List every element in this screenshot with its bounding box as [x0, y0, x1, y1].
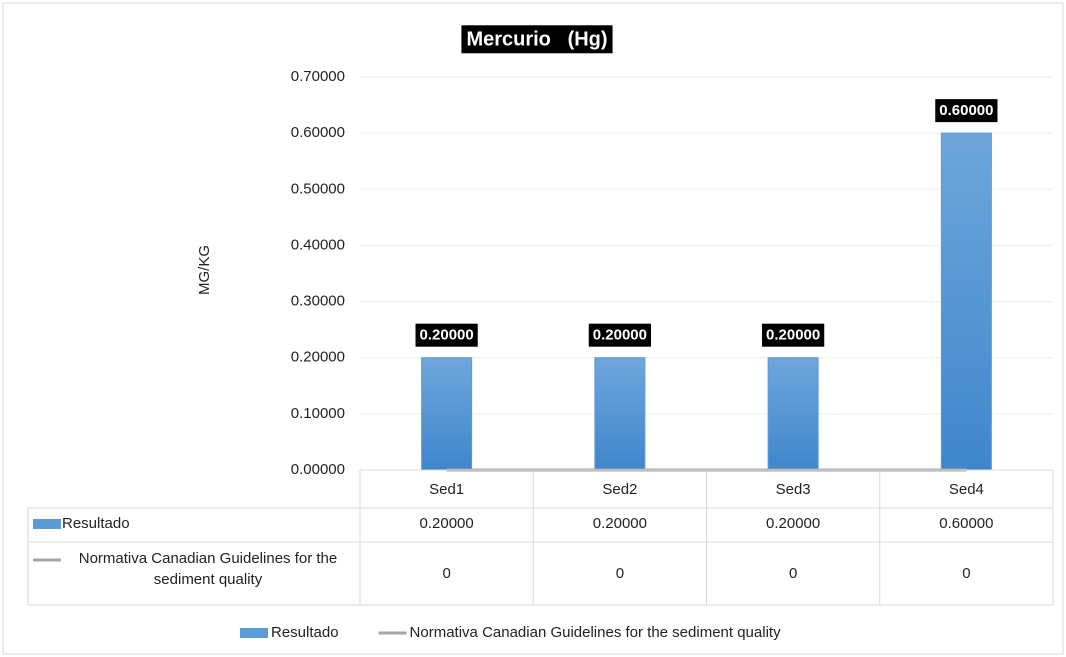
- table-row-label: Resultado: [62, 515, 130, 532]
- chart-title: Mercurio (Hg): [466, 28, 607, 50]
- y-axis-label: MG/KG: [196, 245, 213, 295]
- data-label-box: [762, 323, 825, 347]
- table-cell: 0: [442, 565, 450, 582]
- data-label: 0.20000: [593, 327, 647, 344]
- data-label-box: [415, 323, 478, 347]
- y-tick-label: 0.50000: [291, 180, 345, 197]
- bar: [421, 357, 473, 471]
- table-cell: 0: [616, 565, 624, 582]
- table-cell: 0: [962, 565, 970, 582]
- x-tick-label: Sed1: [429, 481, 464, 498]
- y-tick-label: 0.00000: [291, 461, 345, 478]
- y-tick-label: 0.30000: [291, 293, 345, 310]
- data-label: 0.60000: [939, 102, 993, 119]
- y-tick-label: 0.60000: [291, 124, 345, 141]
- table-cell: 0.20000: [766, 515, 820, 532]
- table-cell: 0.20000: [420, 515, 474, 532]
- bar: [767, 357, 819, 471]
- y-tick-label: 0.20000: [291, 349, 345, 366]
- x-tick-label: Sed2: [602, 481, 637, 498]
- table-row-label: Normativa Canadian Guidelines for the se…: [78, 550, 338, 588]
- table-cell: 0: [789, 565, 797, 582]
- title-box: [461, 25, 613, 54]
- legend-swatch: [33, 519, 61, 529]
- data-label: 0.20000: [420, 327, 474, 344]
- bar: [594, 357, 646, 471]
- y-tick-label: 0.70000: [291, 68, 345, 85]
- y-tick-label: 0.40000: [291, 236, 345, 253]
- table-cell: 0.20000: [593, 515, 647, 532]
- bar: [940, 132, 992, 471]
- data-label: 0.20000: [766, 327, 820, 344]
- legend-swatch: [240, 628, 268, 638]
- legend-label: Resultado: [271, 624, 339, 641]
- data-label-box: [588, 323, 651, 347]
- table-cell: 0.60000: [939, 515, 993, 532]
- data-label-box: [935, 99, 998, 123]
- x-tick-label: Sed4: [949, 481, 984, 498]
- y-tick-label: 0.10000: [291, 405, 345, 422]
- legend-label: Normativa Canadian Guidelines for the se…: [410, 624, 782, 641]
- table-row-label-box: Normativa Canadian Guidelines for the se…: [78, 550, 338, 588]
- x-tick-label: Sed3: [776, 481, 811, 498]
